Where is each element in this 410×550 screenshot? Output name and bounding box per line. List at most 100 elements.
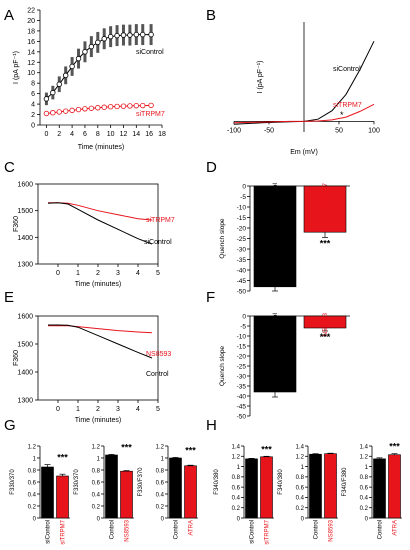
data-point bbox=[83, 50, 88, 55]
category-label: NS8593 bbox=[329, 519, 335, 541]
y-tick-label: -40 bbox=[237, 267, 247, 274]
significance-mark: *** bbox=[57, 453, 68, 463]
y-tick-label: -35 bbox=[237, 383, 247, 390]
chart-h1: 0 0.2 0.4 0.6 0.8 1 1.2 1.4 F340/380 siControl siT… bbox=[214, 444, 274, 544]
y-tick-label: 1.2 bbox=[232, 455, 241, 461]
data-point bbox=[63, 73, 68, 78]
x-tick-label: 0 bbox=[44, 131, 48, 138]
x-tick-label: 1 bbox=[76, 270, 80, 277]
y-tick-label: 0.4 bbox=[156, 492, 165, 498]
y-tick-label: 0 bbox=[97, 516, 101, 522]
y-tick-label: 1 bbox=[365, 465, 369, 471]
data-point bbox=[128, 104, 133, 109]
data-point bbox=[108, 104, 113, 109]
y-tick-label: 0.2 bbox=[232, 506, 241, 512]
bar-sicontrol bbox=[246, 459, 258, 518]
y-tick-label: 1600 bbox=[17, 314, 33, 321]
x-tick-label: 5 bbox=[156, 270, 160, 277]
bar-atra bbox=[185, 466, 197, 518]
y-tick-label: -25 bbox=[237, 363, 247, 370]
panel-label-d: D bbox=[206, 159, 217, 176]
series-label: siControl bbox=[333, 66, 361, 73]
data-point bbox=[102, 105, 107, 110]
chart-d: 0-5-10-15-20-25-30-35-40-45-50Quench slo… bbox=[219, 182, 350, 295]
x-tick-label: 6 bbox=[83, 131, 87, 138]
data-point bbox=[89, 44, 94, 49]
x-tick-label: 4 bbox=[136, 406, 140, 413]
y-tick-label: -30 bbox=[237, 373, 247, 380]
y-tick-label: 0.8 bbox=[296, 475, 305, 481]
data-point bbox=[51, 110, 56, 115]
series-label: siTRPM7 bbox=[146, 217, 175, 224]
y-axis-label: F340/F380 bbox=[342, 467, 348, 497]
data-point bbox=[95, 40, 100, 45]
category-label: ATRA bbox=[189, 520, 195, 536]
chart-a: 0 2 4 6 8 10 12 14 16 18 0 2 4 6 8 10 12 14 16 18 20 22 Time (… bbox=[13, 8, 166, 152]
y-tick-label: 0.6 bbox=[156, 480, 165, 486]
panel-label-c: C bbox=[4, 159, 15, 176]
y-axis-label: F360 bbox=[13, 216, 20, 232]
y-tick-label: 1.2 bbox=[92, 444, 101, 450]
y-tick-label: 0 bbox=[31, 123, 35, 130]
y-tick-label: 10 bbox=[27, 70, 35, 77]
x-axis-label: Em (mV) bbox=[290, 149, 318, 156]
y-tick-label: 1400 bbox=[17, 235, 33, 242]
panel-label-e: E bbox=[4, 289, 14, 306]
data-point bbox=[44, 111, 49, 116]
series-ns8593: NS8593 bbox=[48, 326, 171, 358]
y-axis-label: F340/380 bbox=[214, 469, 220, 495]
data-point bbox=[149, 32, 154, 37]
y-tick-label: 0.4 bbox=[360, 496, 369, 502]
data-point bbox=[44, 97, 49, 102]
data-point bbox=[140, 103, 145, 108]
y-tick-label: -10 bbox=[237, 204, 247, 211]
data-point bbox=[57, 82, 62, 87]
x-tick-label: 14 bbox=[132, 131, 140, 138]
chart-c: 0 1 2 3 4 5 1300 1400 1500 1600 Time (minutes) F360… bbox=[13, 182, 175, 289]
plot-frame bbox=[38, 184, 158, 264]
series-line bbox=[48, 325, 152, 358]
category-label: NS8593 bbox=[125, 519, 131, 541]
series-sicontrol: siControl bbox=[48, 203, 172, 246]
panel-label-b: B bbox=[206, 7, 216, 24]
data-point bbox=[63, 109, 68, 114]
bar-atra bbox=[389, 455, 401, 518]
bar-ns8593 bbox=[121, 471, 133, 518]
bar-sicontrol bbox=[42, 467, 54, 518]
category-label: siControl bbox=[46, 520, 52, 544]
panel-label-g: G bbox=[4, 417, 16, 434]
y-tick-label: -25 bbox=[237, 236, 247, 243]
y-tick-label: -50 bbox=[237, 413, 247, 420]
y-tick-label: -45 bbox=[237, 278, 247, 285]
significance-mark: *** bbox=[261, 444, 272, 454]
y-tick-label: 1.4 bbox=[296, 444, 305, 450]
y-tick-label: 0.8 bbox=[156, 468, 165, 474]
y-tick-label: 20 bbox=[27, 18, 35, 25]
series-sitrpm7: siTRPM7 bbox=[48, 203, 175, 224]
x-axis-label: Time (minutes) bbox=[78, 144, 124, 151]
significance-mark: *** bbox=[185, 445, 196, 455]
data-point bbox=[70, 64, 75, 69]
chart-g2: 0 0.2 0.4 0.6 0.8 1 1.2 F330/370 Control NS8593 **… bbox=[74, 442, 134, 541]
x-tick-label: 2 bbox=[96, 270, 100, 277]
y-tick-label: 1 bbox=[237, 465, 241, 471]
category-label: siControl bbox=[250, 520, 256, 544]
y-tick-label: 16 bbox=[27, 39, 35, 46]
y-axis-label: I (pA pF⁻¹) bbox=[257, 61, 264, 94]
chart-b: -100 -50 50 100 Em (mV) I (pA pF⁻¹) siControl s… bbox=[227, 22, 380, 156]
x-tick-label: 16 bbox=[145, 131, 153, 138]
category-label: Control bbox=[174, 520, 180, 539]
data-point bbox=[83, 106, 88, 111]
data-point bbox=[51, 90, 56, 95]
series-line bbox=[48, 203, 152, 220]
y-tick-label: 0.2 bbox=[296, 506, 305, 512]
bar-control bbox=[374, 459, 386, 518]
y-tick-label: 1.2 bbox=[156, 444, 165, 450]
significance-mark: *** bbox=[389, 442, 400, 452]
category-label: Control bbox=[314, 520, 320, 539]
y-tick-label: -5 bbox=[240, 194, 246, 201]
bar-control bbox=[106, 455, 118, 518]
panel-label-f: F bbox=[206, 289, 215, 306]
x-tick-label: 10 bbox=[107, 131, 115, 138]
bar-sitrpm7 bbox=[57, 476, 69, 518]
